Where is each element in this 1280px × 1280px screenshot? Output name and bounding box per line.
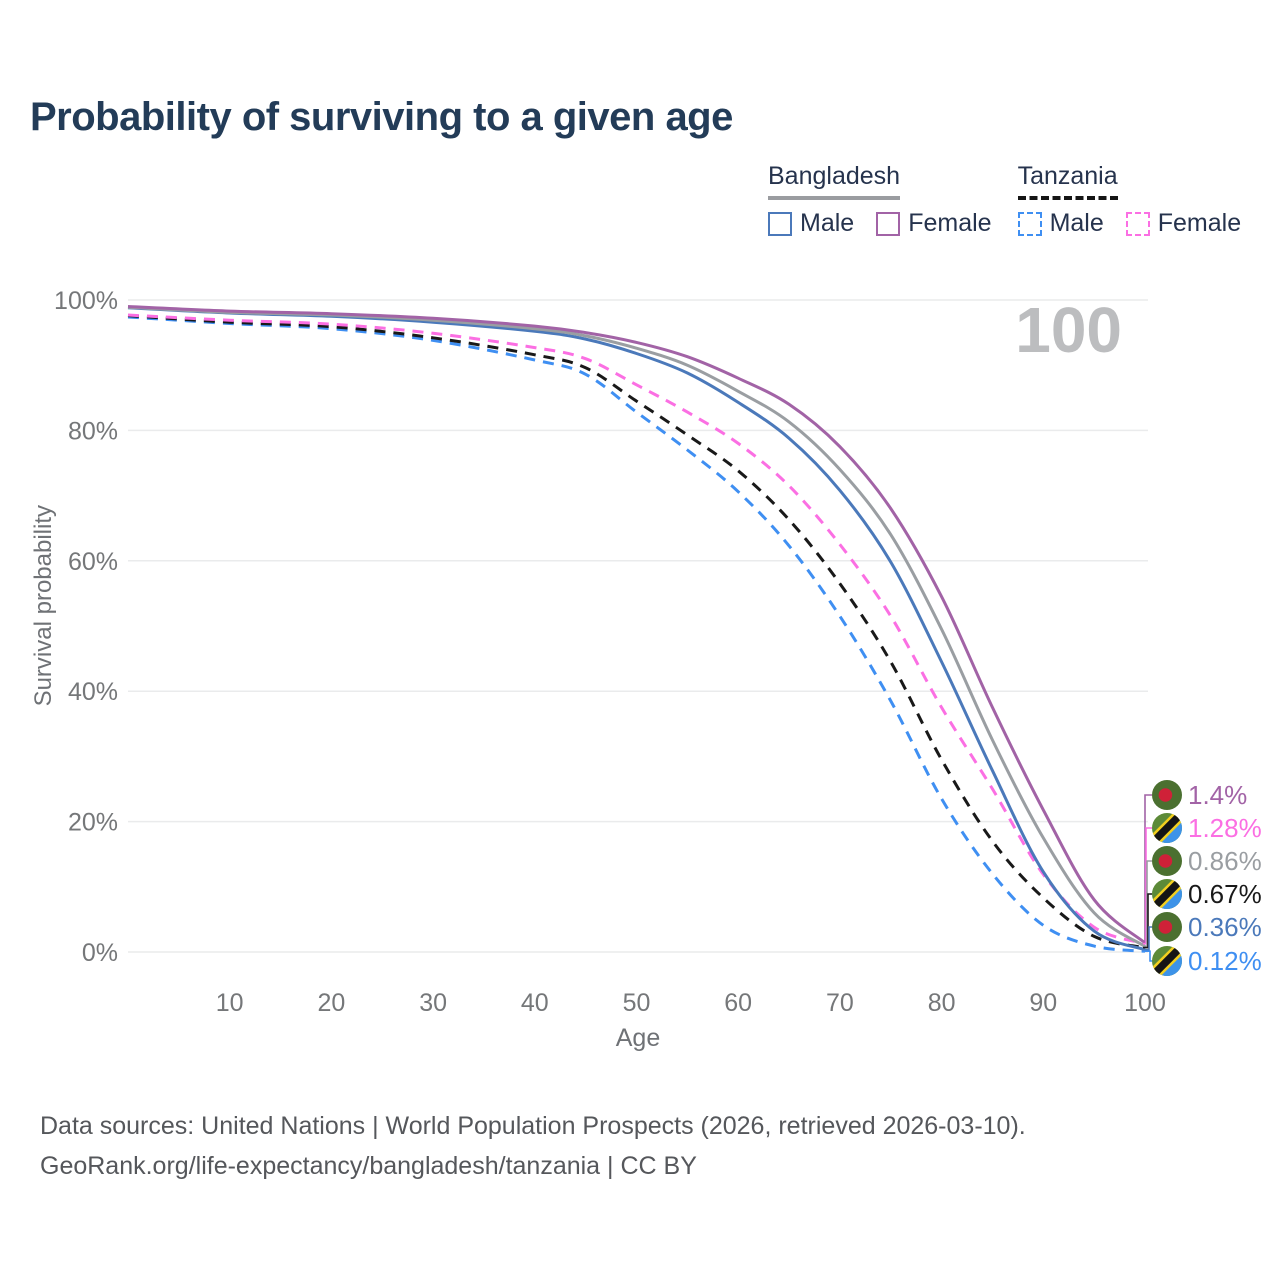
x-tick-label: 90: [1029, 989, 1057, 1017]
x-tick-label: 30: [419, 989, 447, 1017]
x-tick-label: 10: [216, 989, 244, 1017]
male-solid-swatch-icon: [768, 211, 792, 236]
legend-item-label: Male: [800, 209, 855, 237]
footer-attribution-line: GeoRank.org/life-expectancy/bangladesh/t…: [40, 1152, 697, 1180]
endpoint-label-tanzania-male: 0.12%: [1152, 944, 1262, 978]
y-tick-label: 0%: [82, 939, 118, 967]
y-tick-label: 100%: [54, 287, 118, 315]
line-tanzania: [127, 314, 1146, 950]
male-dashed-swatch-icon: [1017, 211, 1042, 236]
tanzania-flag-icon: [1152, 946, 1182, 976]
legend-item-tanzania-male: Male: [1017, 209, 1104, 238]
y-axis-title: Survival probability: [30, 505, 57, 707]
line-tanzania-female: [127, 313, 1146, 946]
endpoint-connector: [1143, 860, 1152, 948]
line-tanzania-male: [127, 315, 1146, 953]
endpoint-value-label: 0.86%: [1188, 845, 1262, 876]
female-solid-swatch-icon: [876, 211, 901, 236]
x-tick-label: 50: [623, 989, 651, 1017]
bangladesh-flag-icon: [1152, 912, 1182, 942]
legend-item-label: Female: [908, 209, 992, 237]
endpoint-label-tanzania: 0.67%: [1152, 877, 1262, 911]
endpoint-connector: [1143, 827, 1152, 945]
tanzania-flag-icon: [1152, 879, 1182, 909]
line-bangladesh-male: [127, 306, 1146, 952]
legend-item-bangladesh-male: Male: [768, 209, 854, 238]
female-dashed-swatch-icon: [1125, 211, 1150, 236]
x-tick-label: 40: [521, 989, 549, 1017]
endpoint-value-label: 0.36%: [1188, 911, 1262, 942]
bangladesh-flag-icon: [1152, 780, 1182, 810]
chart-title: Probability of surviving to a given age: [30, 95, 733, 139]
age-watermark: 100: [1015, 294, 1122, 366]
line-bangladesh-female: [127, 305, 1146, 945]
endpoint-value-label: 0.12%: [1188, 945, 1262, 976]
legend-item-bangladesh-female: Female: [876, 209, 992, 238]
legend-group-bangladesh: Bangladesh Male Female: [768, 162, 992, 238]
endpoint-connector: [1143, 893, 1152, 949]
y-tick-label: 60%: [68, 548, 118, 576]
endpoint-value-label: 1.4%: [1188, 779, 1248, 810]
x-tick-label: 20: [317, 989, 345, 1017]
endpoint-connector: [1143, 926, 1152, 951]
legend-items-tanzania: Male Female: [1017, 209, 1242, 238]
x-tick-label: 100: [1124, 989, 1166, 1017]
legend-items-bangladesh: Male Female: [768, 209, 992, 238]
footer: Data sources: United Nations | World Pop…: [40, 1106, 1026, 1186]
endpoint-label-bangladesh-female: 1.4%: [1152, 778, 1247, 812]
x-tick-label: 80: [928, 989, 956, 1017]
legend-group-tanzania: Tanzania Male Female: [1017, 162, 1242, 238]
endpoint-label-tanzania-female: 1.28%: [1152, 811, 1262, 845]
footer-sources-line: Data sources: United Nations | World Pop…: [40, 1112, 1026, 1140]
endpoint-value-label: 1.28%: [1188, 812, 1262, 843]
legend-item-tanzania-female: Female: [1125, 209, 1242, 238]
bangladesh-flag-icon: [1152, 846, 1182, 876]
y-tick-label: 80%: [68, 417, 118, 445]
x-tick-label: 60: [724, 989, 752, 1017]
legend-country-bangladesh: Bangladesh: [768, 162, 901, 200]
endpoint-value-label: 0.67%: [1188, 878, 1262, 909]
line-bangladesh: [127, 305, 1146, 948]
x-tick-label: 70: [826, 989, 854, 1017]
survival-chart: 0% 20% 40% 60% 80% 100% 10 20 30 40 50 60 70 80 90 100: [54, 287, 1166, 1017]
y-tick-label: 20%: [68, 809, 118, 837]
endpoint-connector: [1143, 950, 1152, 962]
endpoint-label-bangladesh-male: 0.36%: [1152, 910, 1262, 944]
legend-item-label: Male: [1049, 209, 1104, 237]
y-tick-label: 40%: [68, 678, 118, 706]
x-axis-title: Age: [615, 1024, 661, 1052]
legend-country-tanzania: Tanzania: [1017, 162, 1118, 200]
tanzania-flag-icon: [1152, 813, 1182, 843]
legend: Bangladesh Male Female Tanzania Male: [768, 162, 1241, 238]
legend-item-label: Female: [1157, 209, 1242, 237]
endpoint-label-bangladesh: 0.86%: [1152, 844, 1262, 878]
